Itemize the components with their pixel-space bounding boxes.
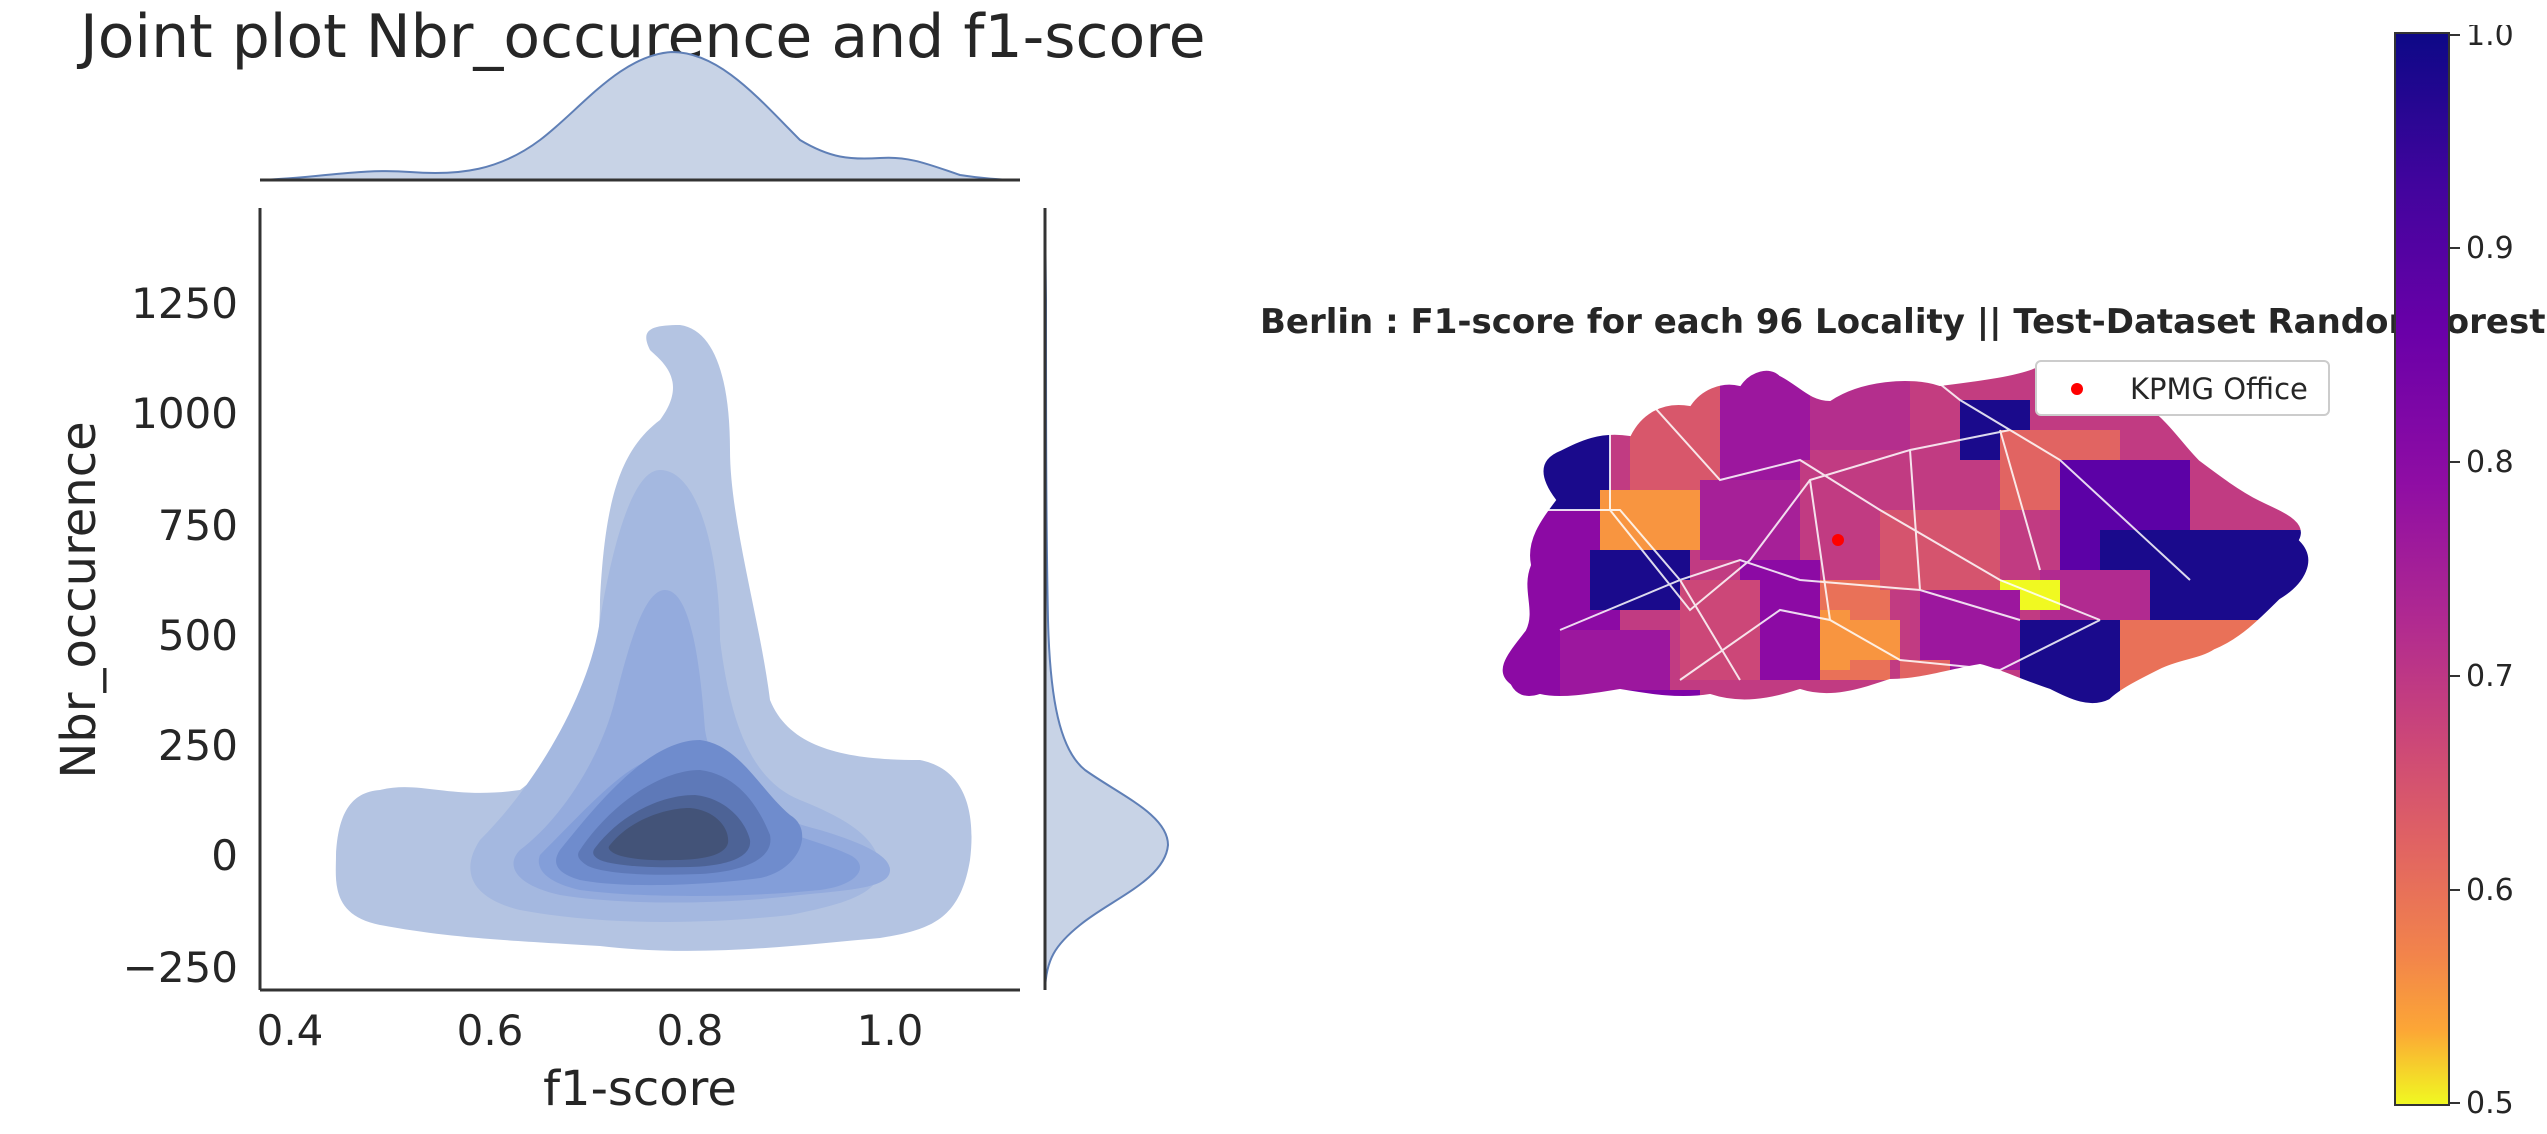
x-tick-label: 0.6 — [457, 1006, 524, 1055]
map-legend: KPMG Office — [2035, 360, 2330, 416]
y-tick-label: 250 — [158, 721, 238, 770]
map-regions — [1501, 364, 2310, 705]
colorbar: 1.0 0.9 0.8 0.7 0.6 0.5 — [2394, 25, 2514, 1121]
colorbar-tick-label: 0.8 — [2466, 445, 2514, 480]
y-tick-label: 1250 — [131, 279, 238, 328]
colorbar-tick-label: 0.5 — [2466, 1086, 2514, 1121]
y-tick-label: 1000 — [131, 389, 238, 438]
top-marginal-kde — [259, 50, 1021, 182]
y-tick-label: 500 — [158, 611, 238, 660]
x-tick-labels: 0.4 0.6 0.8 1.0 — [257, 1006, 924, 1055]
colorbar-tick-label: 0.6 — [2466, 873, 2514, 908]
legend-label: KPMG Office — [2130, 372, 2308, 406]
map-title: Berlin : F1-score for each 96 Locality |… — [1260, 302, 2546, 342]
right-marginal-kde — [1043, 207, 1170, 991]
y-tick-label: −250 — [123, 943, 238, 992]
colorbar-gradient — [2394, 32, 2450, 1106]
berlin-map — [1500, 363, 2311, 706]
y-tick-label: 750 — [158, 501, 238, 550]
colorbar-tick-label: 0.9 — [2466, 231, 2514, 266]
kde-level-8 — [608, 808, 729, 861]
x-tick-label: 1.0 — [857, 1006, 924, 1055]
map-outline — [1500, 363, 2311, 706]
colorbar-ticks: 1.0 0.9 0.8 0.7 0.6 0.5 — [2466, 25, 2514, 1121]
x-tick-label: 0.4 — [257, 1006, 324, 1055]
colorbar-tick-label: 1.0 — [2466, 25, 2514, 53]
kpmg-office-marker — [1832, 534, 1844, 546]
legend-marker — [2071, 383, 2083, 395]
colorbar-tick-label: 0.7 — [2466, 659, 2514, 694]
joint-plot: 1250 1000 750 500 250 0 −250 0.4 0.6 0.8… — [51, 50, 1170, 1117]
y-axis-label: Nbr_occurence — [51, 421, 107, 778]
x-axis-label: f1-score — [543, 1061, 737, 1117]
y-tick-label: 0 — [211, 831, 238, 880]
y-tick-labels: 1250 1000 750 500 250 0 −250 — [123, 279, 238, 992]
x-tick-label: 0.8 — [657, 1006, 724, 1055]
kde-contours — [335, 325, 972, 951]
